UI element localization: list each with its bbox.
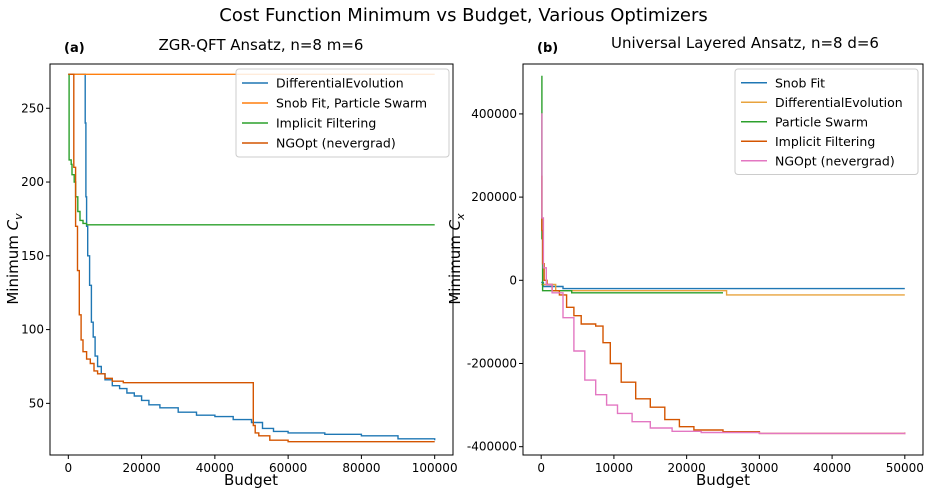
panel-a-y-ticks: 50 100 150 200 250: [21, 101, 50, 410]
series-line-1: [541, 281, 905, 290]
legend-label: Particle Swarm: [775, 114, 868, 129]
y-tick-label: -200000: [467, 356, 517, 370]
legend-box: [734, 68, 919, 175]
series-line-3: [541, 75, 723, 294]
panel-b-plot-area: [541, 75, 906, 435]
series-line-4: [68, 73, 435, 443]
x-tick-label: 0: [537, 461, 545, 475]
y-tick-label: 200000: [471, 190, 517, 204]
panel-b-ylabel-sub: x: [454, 213, 467, 221]
panel-b-ylabel-main: Minimum: [446, 230, 464, 304]
x-tick-label: 100000: [412, 461, 458, 475]
panel-b-legend: Snob Fit DifferentialEvolution Particle Sw…: [734, 68, 919, 175]
y-tick-label: 0: [509, 273, 517, 287]
x-tick-label: 10000: [595, 461, 633, 475]
panel-b: (b) Universal Layered Ansatz, n=8 d=6 0 1…: [446, 34, 924, 489]
legend-label: NGOpt (nevergrad): [276, 136, 396, 151]
y-tick-label: 50: [29, 396, 44, 410]
panel-b-tag: (b): [537, 41, 558, 56]
panel-a-ylabel-var: C: [4, 219, 22, 230]
panel-b-xlabel: Budget: [696, 471, 750, 489]
x-tick-label: 0: [64, 461, 72, 475]
figure-suptitle: Cost Function Minimum vs Budget, Various…: [219, 5, 707, 26]
x-tick-label: 60000: [269, 461, 307, 475]
panel-a-tag: (a): [64, 41, 85, 56]
y-tick-label: 200: [21, 175, 44, 189]
panel-b-ylabel: Minimum Cx: [446, 213, 467, 305]
legend-label: Implicit Filtering: [775, 134, 875, 149]
panel-a-ylabel-sub: v: [12, 213, 25, 220]
y-tick-label: 150: [21, 249, 44, 263]
x-tick-label: 40000: [813, 461, 851, 475]
x-tick-label: 20000: [122, 461, 160, 475]
y-tick-label: 100: [21, 323, 44, 337]
x-tick-label: 30000: [740, 461, 778, 475]
y-tick-label: 250: [21, 101, 44, 115]
x-tick-label: 50000: [886, 461, 924, 475]
legend-label: Snob Fit, Particle Swarm: [276, 96, 427, 111]
panel-b-y-ticks: -400000 -200000 0 200000 400000: [467, 107, 523, 454]
panel-a-xlabel: Budget: [224, 471, 278, 489]
panel-a-title: ZGR-QFT Ansatz, n=8 m=6: [159, 36, 364, 54]
y-tick-label: -400000: [467, 440, 517, 454]
panel-a-frame: [49, 63, 454, 456]
x-tick-label: 20000: [668, 461, 706, 475]
panel-a-ylabel-main: Minimum: [4, 230, 22, 304]
series-line-2: [541, 283, 905, 296]
legend-box: [235, 68, 450, 158]
panel-a-ylabel: Minimum Cv: [4, 213, 25, 305]
panel-b-x-ticks: 0 10000 20000 30000 40000 50000: [537, 455, 924, 475]
panel-b-frame: [522, 63, 924, 456]
panel-a-plot-area: [68, 73, 436, 443]
series-line-1: [68, 73, 436, 441]
legend-label: Snob Fit: [775, 75, 825, 90]
series-line-5: [541, 113, 906, 435]
legend-label: DifferentialEvolution: [775, 95, 903, 110]
x-tick-label: 40000: [196, 461, 234, 475]
panel-b-title: Universal Layered Ansatz, n=8 d=6: [611, 34, 879, 52]
panel-a-x-ticks: 0 20000 40000 60000 80000 100000: [64, 455, 458, 475]
legend-label: NGOpt (nevergrad): [775, 153, 895, 168]
x-tick-label: 80000: [342, 461, 380, 475]
panel-a-legend: DifferentialEvolution Snob Fit, Particle …: [235, 68, 450, 158]
panel-b-ylabel-var: C: [446, 219, 464, 230]
y-tick-label: 400000: [471, 107, 517, 121]
legend-label: DifferentialEvolution: [276, 76, 404, 91]
panel-a: (a) ZGR-QFT Ansatz, n=8 m=6 0 20000 40000 6…: [4, 36, 458, 489]
legend-label: Implicit Filtering: [276, 116, 376, 131]
